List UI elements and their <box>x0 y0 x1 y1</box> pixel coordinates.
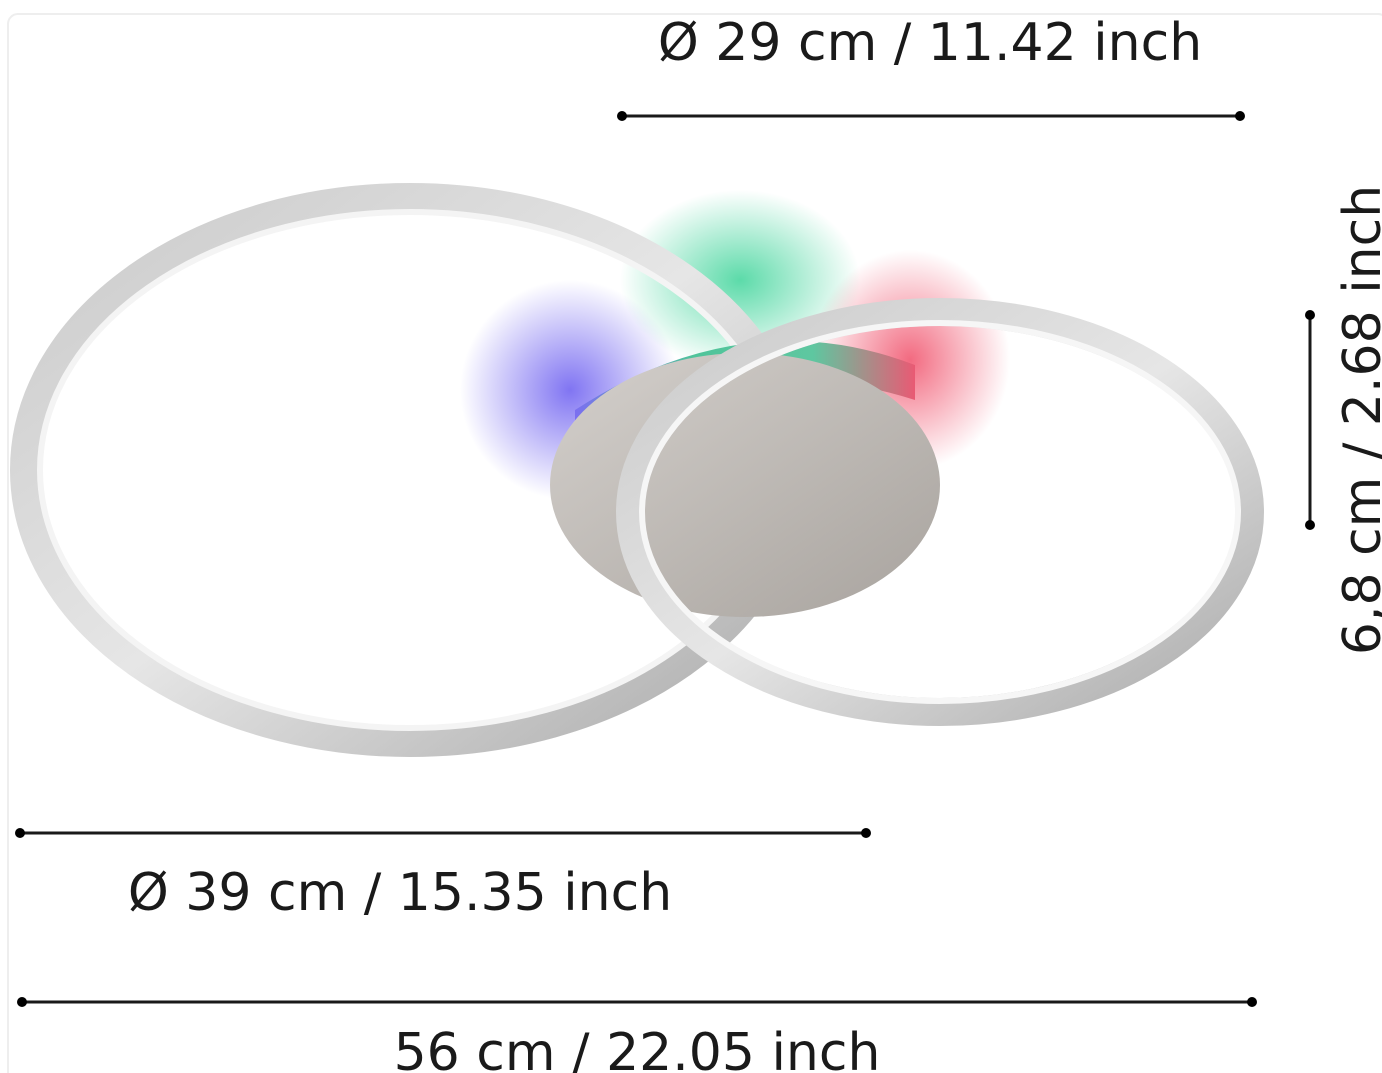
base-disc <box>550 353 940 617</box>
small-ring-inner <box>639 320 1241 704</box>
measure-end <box>861 828 871 838</box>
dimension-label: Ø 29 cm / 11.42 inch <box>658 13 1202 73</box>
measure-end <box>1235 111 1245 121</box>
measure-end <box>1247 997 1257 1007</box>
measure-end <box>1305 520 1315 530</box>
small-ring <box>616 298 1264 726</box>
measure-width <box>17 997 1257 1007</box>
dimension-label: 56 cm / 22.05 inch <box>394 1023 881 1073</box>
measure-end <box>617 111 627 121</box>
measure-large <box>15 828 871 838</box>
measure-small <box>617 111 1245 121</box>
dimension-label: 6,8 cm / 2.68 inch <box>1333 185 1382 655</box>
measure-end <box>15 828 25 838</box>
led-band <box>575 340 915 440</box>
measure-end <box>17 997 27 1007</box>
measure-end <box>1305 310 1315 320</box>
measure-height <box>1305 310 1315 530</box>
frame <box>7 13 1382 1073</box>
dimension-label: Ø 39 cm / 15.35 inch <box>128 863 672 923</box>
